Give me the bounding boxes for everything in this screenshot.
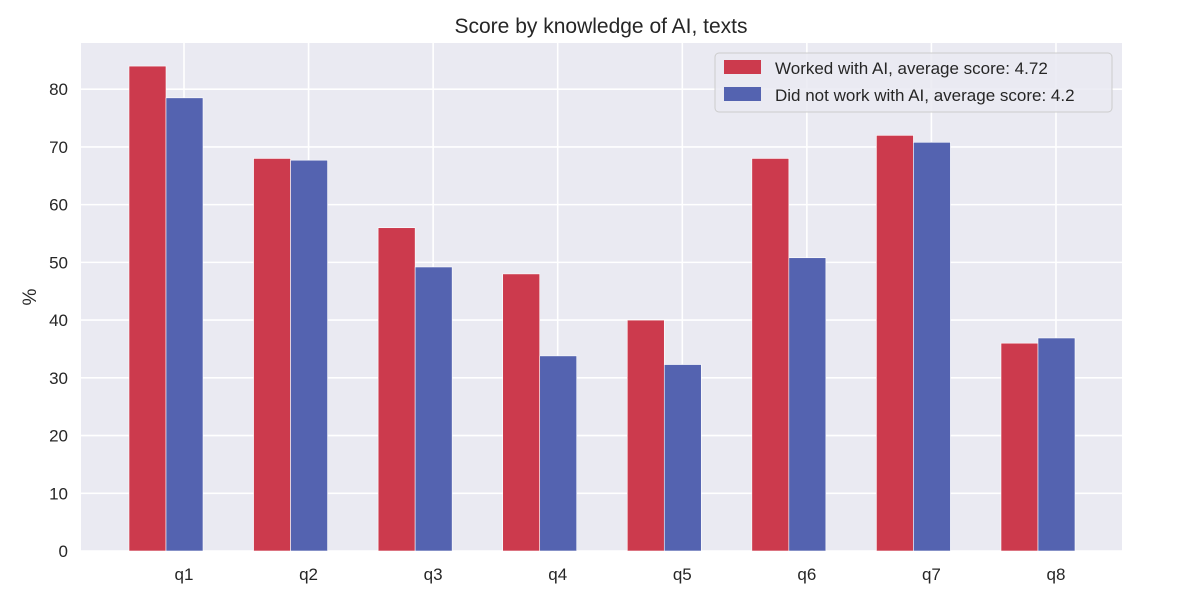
- legend[interactable]: Worked with AI, average score: 4.72 Did n…: [714, 52, 1113, 113]
- bars: [128, 65, 1076, 552]
- bar-q5-series-2[interactable]: [663, 364, 702, 552]
- bar-q3-series-1[interactable]: [377, 227, 416, 552]
- bar-q4-series-2[interactable]: [539, 355, 578, 552]
- y-tick-labels: 0 10 20 30 40 50 60 70 80: [49, 80, 68, 561]
- y-tick-label: 10: [49, 484, 68, 503]
- bar-q5-series-1[interactable]: [626, 319, 665, 552]
- x-tick-labels: q1 q2 q3 q4 q5 q6 q7 q8: [175, 565, 1066, 584]
- bar-q2-series-1[interactable]: [253, 158, 291, 552]
- y-tick-label: 20: [49, 427, 68, 446]
- bar-q8-series-2[interactable]: [1037, 337, 1076, 552]
- x-tick-label: q7: [922, 565, 941, 584]
- legend-items: Worked with AI, average score: 4.72 Did n…: [724, 59, 1075, 105]
- bar-q8-series-1[interactable]: [1000, 342, 1039, 552]
- legend-label-1: Worked with AI, average score: 4.72: [775, 59, 1048, 78]
- y-axis-label: %: [20, 288, 41, 305]
- bar-q2-series-2[interactable]: [290, 159, 328, 552]
- bar-q6-series-1[interactable]: [751, 158, 790, 552]
- bar-q4-series-1[interactable]: [502, 273, 541, 552]
- legend-swatch-1: [724, 60, 761, 74]
- y-tick-label: 40: [49, 311, 68, 330]
- x-tick-label: q5: [673, 565, 692, 584]
- x-tick-label: q3: [424, 565, 443, 584]
- y-tick-label: 70: [49, 138, 68, 157]
- x-tick-label: q6: [797, 565, 816, 584]
- bar-q3-series-2[interactable]: [414, 266, 453, 552]
- plot-background: [81, 43, 1122, 551]
- bar-q1-series-1[interactable]: [128, 65, 167, 552]
- y-tick-label: 60: [49, 196, 68, 215]
- legend-box: [714, 52, 1113, 113]
- bar-q6-series-2[interactable]: [788, 257, 827, 552]
- y-tick-label: 50: [49, 253, 68, 272]
- x-tick-label: q2: [299, 565, 318, 584]
- legend-label-2: Did not work with AI, average score: 4.2: [775, 86, 1075, 105]
- bar-q7-series-1[interactable]: [876, 135, 914, 552]
- y-tick-label: 80: [49, 80, 68, 99]
- bar-q1-series-2[interactable]: [165, 97, 204, 552]
- x-tick-label: q1: [175, 565, 194, 584]
- x-tick-label: q4: [548, 565, 567, 584]
- legend-swatch-2: [724, 87, 761, 101]
- chart-title: Score by knowledge of AI, texts: [455, 15, 748, 38]
- y-tick-label: 30: [49, 369, 68, 388]
- x-tick-label: q8: [1047, 565, 1066, 584]
- bar-q7-series-2[interactable]: [913, 141, 951, 552]
- y-tick-label: 0: [59, 542, 68, 561]
